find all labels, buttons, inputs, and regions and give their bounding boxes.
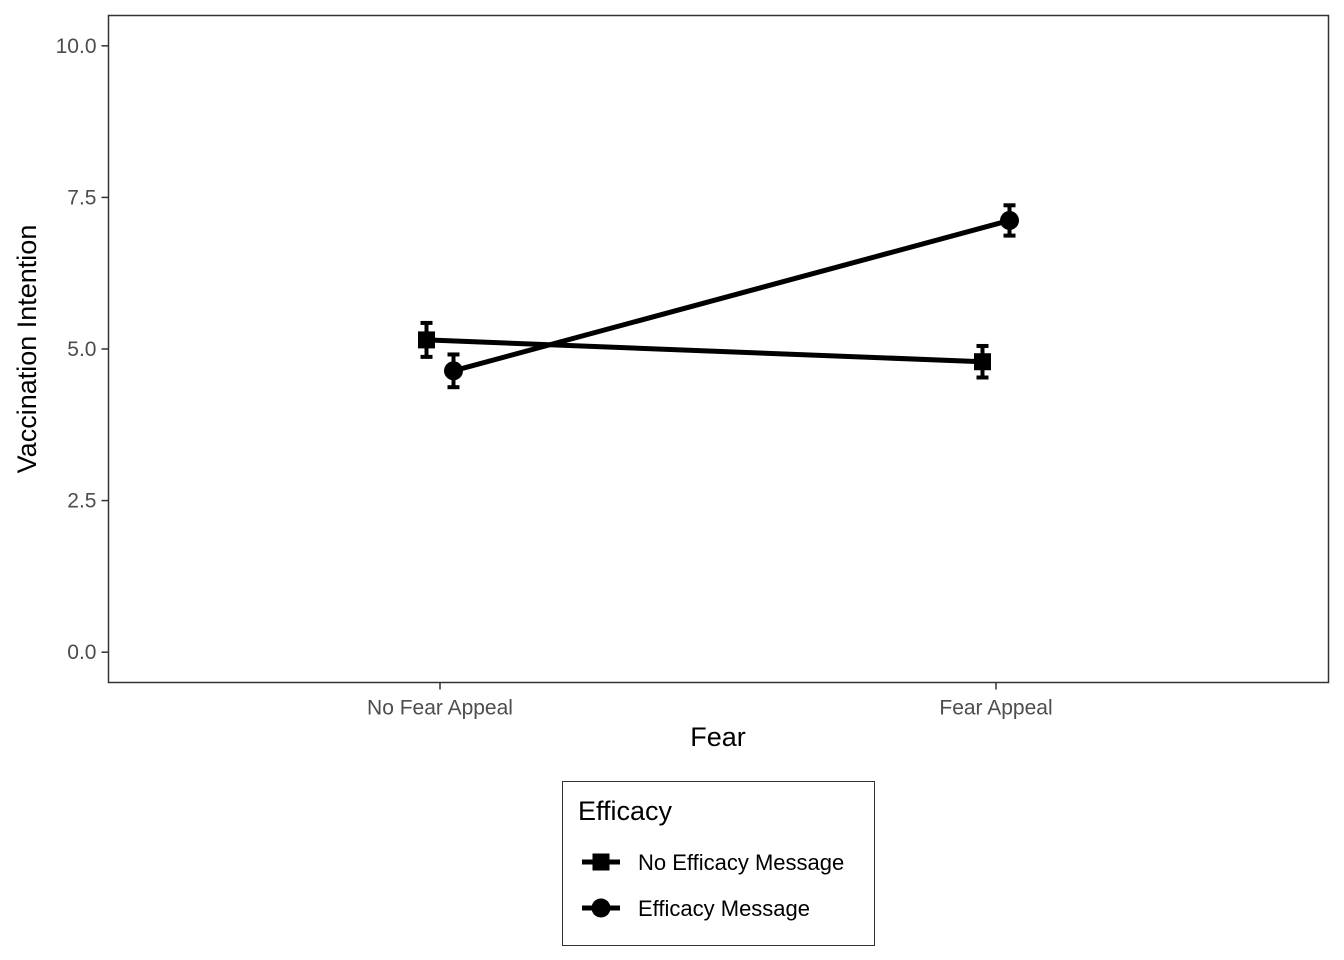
data-point: [1000, 210, 1019, 230]
legend-item: Efficacy Message: [582, 896, 810, 921]
data-point: [974, 353, 991, 371]
legend-key-marker: [591, 898, 611, 918]
legend-item: No Efficacy Message: [582, 850, 844, 875]
y-tick-label: 2.5: [67, 490, 96, 513]
x-axis: No Fear Appeal Fear Appeal: [367, 682, 1053, 720]
legend-label: Efficacy Message: [638, 896, 810, 921]
y-tick-label: 5.0: [67, 338, 96, 361]
x-tick-label: No Fear Appeal: [367, 697, 513, 720]
data-point: [444, 361, 463, 381]
legend-items: No Efficacy Message Efficacy Message: [582, 850, 844, 921]
y-tick-label: 7.5: [67, 186, 96, 209]
x-tick-label: Fear Appeal: [939, 697, 1052, 720]
y-tick-label: 0.0: [67, 641, 96, 664]
series-circle: [444, 203, 1019, 390]
y-tick-label: 10.0: [56, 35, 97, 58]
series-line: [426, 337, 983, 365]
data-point: [418, 331, 435, 349]
series-line: [452, 218, 1011, 374]
legend-key-marker: [592, 853, 610, 871]
y-axis-title: Vaccination Intention: [12, 225, 42, 474]
series-square: [418, 320, 991, 380]
series-layer: [418, 203, 1019, 390]
legend: Efficacy No Efficacy Message Efficacy Mes…: [562, 781, 875, 946]
legend-title: Efficacy: [578, 796, 673, 826]
legend-label: No Efficacy Message: [638, 850, 844, 875]
x-axis-title: Fear: [690, 722, 746, 752]
y-axis: 0.0 2.5 5.0 7.5 10.0: [56, 35, 109, 664]
